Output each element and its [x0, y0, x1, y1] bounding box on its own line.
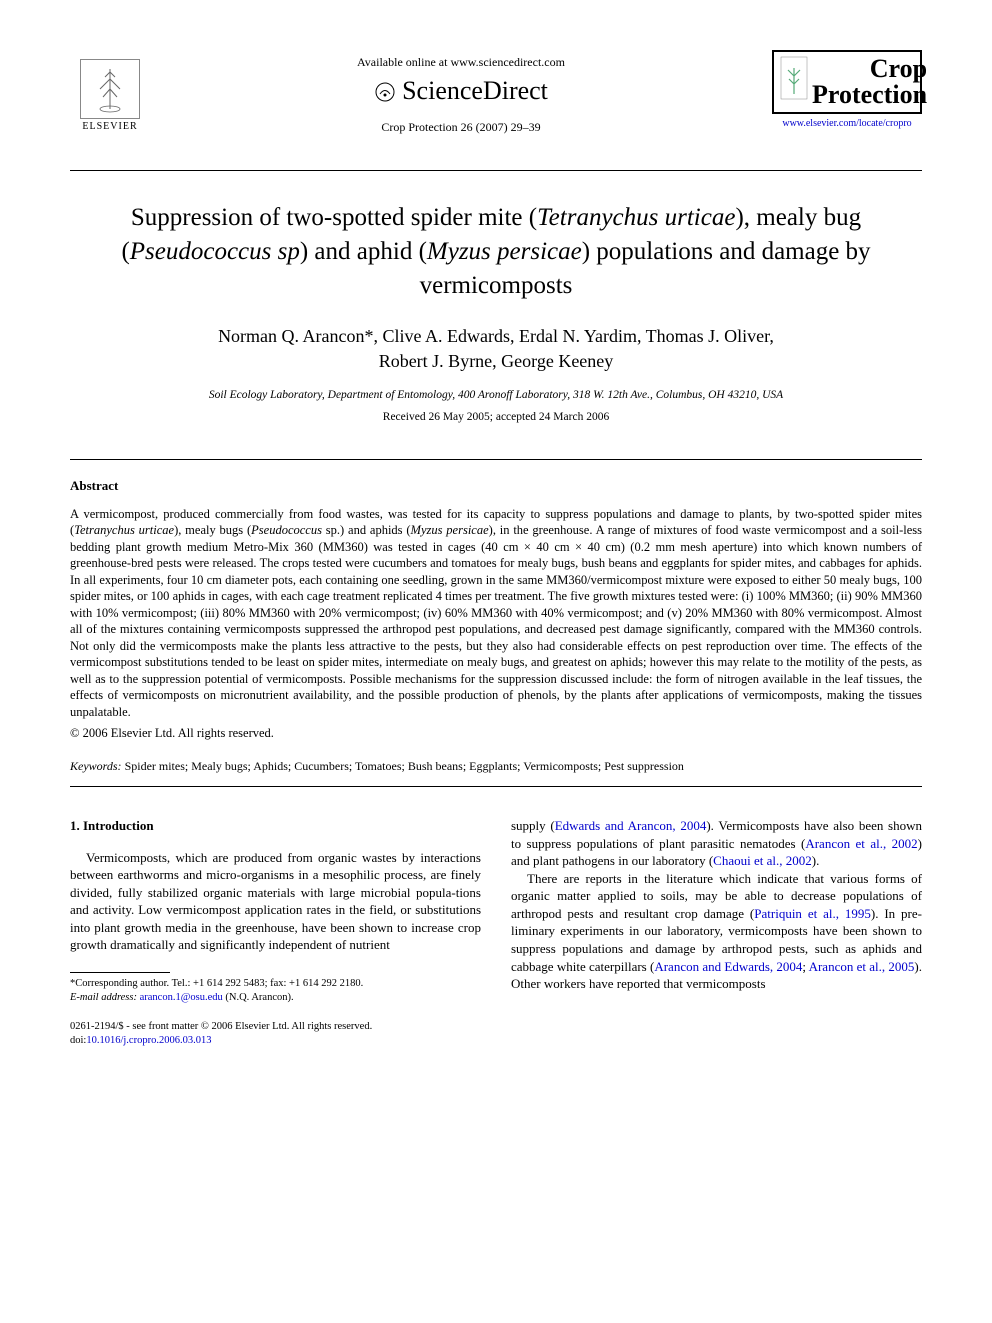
available-online-text: Available online at www.sciencedirect.co…	[150, 55, 772, 70]
elsevier-logo: ELSEVIER	[70, 50, 150, 140]
article-dates: Received 26 May 2005; accepted 24 March …	[70, 411, 922, 423]
column-right: supply (Edwards and Arancon, 2004). Verm…	[511, 817, 922, 1047]
authors-line1: Norman Q. Arancon*, Clive A. Edwards, Er…	[70, 324, 922, 349]
footer-doi: doi:10.1016/j.cropro.2006.03.013	[70, 1034, 481, 1048]
header-center: Available online at www.sciencedirect.co…	[150, 50, 772, 135]
footnote-email: E-mail address: arancon.1@osu.edu (N.Q. …	[70, 991, 481, 1005]
footer-block: 0261-2194/$ - see front matter © 2006 El…	[70, 1020, 481, 1047]
journal-url[interactable]: www.elsevier.com/locate/cropro	[772, 118, 922, 129]
footer-doi-link[interactable]: 10.1016/j.cropro.2006.03.013	[86, 1035, 211, 1046]
footnote-corr-line: *Corresponding author. Tel.: +1 614 292 …	[70, 977, 481, 991]
elsevier-tree-icon	[80, 59, 140, 119]
crop-title-line1: Crop	[812, 56, 927, 82]
col2-para-2: There are reports in the literature whic…	[511, 870, 922, 993]
sciencedirect-logo: ScienceDirect	[150, 76, 772, 106]
crop-protection-box: Crop Protection	[772, 50, 922, 114]
column-left: 1. Introduction Vermicomposts, which are…	[70, 817, 481, 1047]
crop-protection-title: Crop Protection	[812, 56, 927, 108]
footnote-email-link[interactable]: arancon.1@osu.edu	[140, 992, 223, 1003]
keywords-rule	[70, 786, 922, 787]
header-divider	[70, 170, 922, 171]
header-row: ELSEVIER Available online at www.science…	[70, 50, 922, 140]
intro-heading: 1. Introduction	[70, 817, 481, 835]
sciencedirect-label: ScienceDirect	[402, 76, 548, 106]
footnote-rule	[70, 972, 170, 973]
footnote-email-paren: (N.Q. Arancon).	[225, 992, 293, 1003]
corresponding-author-footnote: *Corresponding author. Tel.: +1 614 292 …	[70, 977, 481, 1004]
article-title: Suppression of two-spotted spider mite (…	[70, 201, 922, 302]
keywords: Keywords: Spider mites; Mealy bugs; Aphi…	[70, 759, 922, 774]
elsevier-label: ELSEVIER	[82, 121, 137, 132]
footnote-email-label: E-mail address:	[70, 992, 137, 1003]
journal-logo: Crop Protection www.elsevier.com/locate/…	[772, 50, 922, 129]
intro-para-1: Vermicomposts, which are produced from o…	[70, 849, 481, 954]
keywords-text: Spider mites; Mealy bugs; Aphids; Cucumb…	[122, 759, 684, 773]
body-columns: 1. Introduction Vermicomposts, which are…	[70, 817, 922, 1047]
footer-line1: 0261-2194/$ - see front matter © 2006 El…	[70, 1020, 481, 1034]
abstract-text: A vermicompost, produced commercially fr…	[70, 506, 922, 721]
crop-mini-icon	[780, 56, 808, 105]
footer-doi-label: doi:	[70, 1035, 86, 1046]
abstract-copyright: © 2006 Elsevier Ltd. All rights reserved…	[70, 726, 922, 741]
journal-reference: Crop Protection 26 (2007) 29–39	[150, 120, 772, 135]
keywords-label: Keywords:	[70, 759, 122, 773]
authors: Norman Q. Arancon*, Clive A. Edwards, Er…	[70, 324, 922, 374]
col2-para-1: supply (Edwards and Arancon, 2004). Verm…	[511, 817, 922, 870]
authors-line2: Robert J. Byrne, George Keeney	[70, 349, 922, 374]
sciencedirect-icon	[374, 80, 396, 102]
affiliation: Soil Ecology Laboratory, Department of E…	[70, 389, 922, 401]
abstract-heading: Abstract	[70, 478, 922, 494]
crop-title-line2: Protection	[812, 82, 927, 108]
abstract-top-rule	[70, 459, 922, 460]
